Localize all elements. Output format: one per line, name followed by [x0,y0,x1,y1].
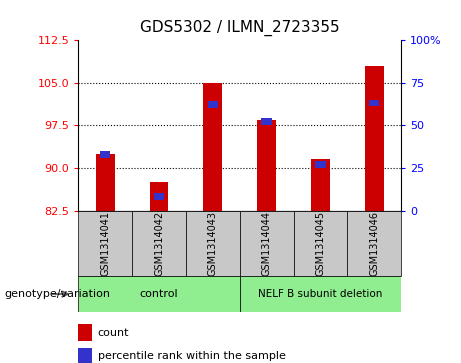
Bar [78,276,240,312]
Bar [294,211,347,276]
Bar [207,101,218,108]
Bar [78,211,132,276]
Text: control: control [140,289,178,299]
Bar [365,66,384,211]
Bar [150,182,168,211]
Bar [347,211,401,276]
Bar [311,159,330,211]
Bar [261,118,272,125]
Text: GSM1314046: GSM1314046 [369,211,379,276]
Text: GSM1314045: GSM1314045 [315,211,325,276]
Bar [186,211,240,276]
Bar [315,161,325,168]
Bar [100,151,111,158]
Text: NELF B subunit deletion: NELF B subunit deletion [258,289,383,299]
Bar [240,276,401,312]
Bar [78,324,92,340]
Bar [369,99,379,106]
Text: GSM1314044: GSM1314044 [261,211,272,276]
Bar [78,348,92,363]
Bar [203,83,222,211]
Text: count: count [98,328,129,338]
Title: GDS5302 / ILMN_2723355: GDS5302 / ILMN_2723355 [140,20,340,36]
Bar [154,193,164,200]
Text: GSM1314043: GSM1314043 [208,211,218,276]
Text: GSM1314041: GSM1314041 [100,211,110,276]
Text: percentile rank within the sample: percentile rank within the sample [98,351,286,361]
Bar [132,211,186,276]
Text: GSM1314042: GSM1314042 [154,211,164,276]
Text: genotype/variation: genotype/variation [5,289,111,299]
Bar [96,154,115,211]
Bar [240,211,294,276]
Bar [257,119,276,211]
